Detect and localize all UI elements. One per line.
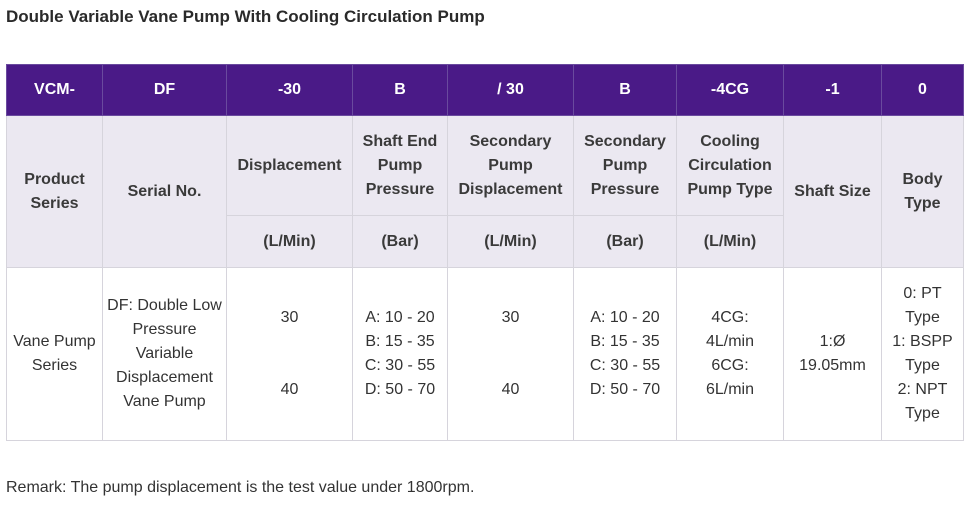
code-cell: -30 bbox=[226, 64, 353, 116]
header-shaft-end-pressure: Shaft End Pump Pressure bbox=[352, 115, 448, 216]
code-cell: B bbox=[352, 64, 448, 116]
model-code-row: VCM- DF -30 B / 30 B -4CG -1 0 bbox=[6, 64, 964, 116]
code-cell: 0 bbox=[881, 64, 964, 116]
code-cell: -1 bbox=[783, 64, 882, 116]
units-row: (L/Min) (Bar) (L/Min) (Bar) (L/Min) bbox=[7, 215, 964, 268]
unit-cell: (Bar) bbox=[352, 215, 448, 268]
header-secondary-displacement: Secondary Pump Displacement bbox=[447, 115, 574, 216]
cell-shaft-size: 1:Ø 19.05mm bbox=[783, 267, 882, 441]
table-row: Vane Pump Series DF: Double Low Pressure… bbox=[6, 267, 964, 441]
cell-displacement: 30 40 bbox=[226, 267, 353, 441]
cell-product-series: Vane Pump Series bbox=[6, 267, 103, 441]
unit-cell: (L/Min) bbox=[226, 215, 353, 268]
header-body-type: Body Type bbox=[881, 115, 964, 268]
value: 6L/min bbox=[705, 381, 755, 398]
header-serial-no: Serial No. bbox=[102, 115, 227, 268]
cell-pressure: A: 10 - 20 B: 15 - 35 C: 30 - 55 D: 50 - 70 bbox=[352, 267, 448, 441]
code-cell: DF bbox=[102, 64, 227, 116]
cell-body-type: 0: PT Type 1: BSPP Type 2: NPT Type bbox=[881, 267, 964, 441]
value: 0: PT bbox=[903, 285, 942, 302]
value: C: 30 - 55 bbox=[589, 357, 661, 374]
header-product-series: Product Series bbox=[6, 115, 103, 268]
cell-secondary-pressure: A: 10 - 20 B: 15 - 35 C: 30 - 55 D: 50 - 70 bbox=[573, 267, 677, 441]
value: B: 15 - 35 bbox=[365, 333, 435, 350]
value: 2: NPT bbox=[897, 381, 948, 398]
value: 40 bbox=[280, 381, 299, 398]
cell-serial-no: DF: Double Low Pressure Variable Displac… bbox=[102, 267, 227, 441]
value: Type bbox=[905, 357, 940, 374]
value: 40 bbox=[501, 381, 520, 398]
value: D: 50 - 70 bbox=[589, 381, 661, 398]
value: A: 10 - 20 bbox=[590, 309, 660, 326]
value: 6CG: bbox=[711, 357, 749, 374]
header-shaft-size: Shaft Size bbox=[783, 115, 882, 268]
value: Type bbox=[905, 309, 940, 326]
value: C: 30 - 55 bbox=[364, 357, 436, 374]
cell-secondary-displacement: 30 40 bbox=[447, 267, 574, 441]
header-displacement: Displacement bbox=[226, 115, 353, 216]
value: 4L/min bbox=[705, 333, 755, 350]
cell-cooling: 4CG: 4L/min 6CG: 6L/min bbox=[676, 267, 784, 441]
value: 1: BSPP bbox=[892, 333, 953, 350]
unit-cell: (L/Min) bbox=[447, 215, 574, 268]
value: 30 bbox=[501, 309, 520, 326]
header-cooling-type: Cooling Circulation Pump Type bbox=[676, 115, 784, 216]
code-cell: VCM- bbox=[6, 64, 103, 116]
page-title: Double Variable Vane Pump With Cooling C… bbox=[6, 7, 485, 26]
value: 30 bbox=[280, 309, 299, 326]
header-secondary-pressure: Secondary Pump Pressure bbox=[573, 115, 677, 216]
unit-cell: (Bar) bbox=[573, 215, 677, 268]
value: 1:Ø bbox=[819, 333, 846, 350]
code-cell: -4CG bbox=[676, 64, 784, 116]
value: B: 15 - 35 bbox=[590, 333, 660, 350]
unit-cell: (L/Min) bbox=[676, 215, 784, 268]
value: A: 10 - 20 bbox=[365, 309, 435, 326]
value: D: 50 - 70 bbox=[364, 381, 436, 398]
remark-text: Remark: The pump displacement is the tes… bbox=[6, 479, 475, 496]
code-cell: B bbox=[573, 64, 677, 116]
value: 4CG: bbox=[711, 309, 749, 326]
code-cell: / 30 bbox=[447, 64, 574, 116]
spec-table: VCM- DF -30 B / 30 B -4CG -1 0 Product S… bbox=[6, 64, 964, 441]
value: 19.05mm bbox=[799, 357, 866, 374]
value: Type bbox=[905, 405, 940, 422]
header-row: Product Series Serial No. Displacement S… bbox=[6, 115, 964, 268]
